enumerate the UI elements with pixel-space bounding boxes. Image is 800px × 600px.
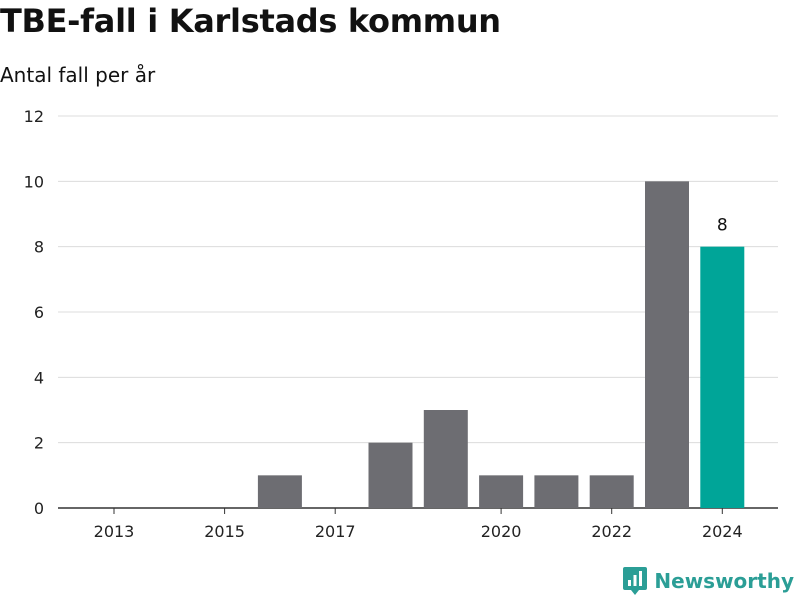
y-tick-label-12: 12 bbox=[24, 107, 44, 126]
newsworthy-brand: Newsworthy bbox=[622, 566, 794, 596]
y-tick-label-2: 2 bbox=[34, 434, 44, 453]
x-tick-label-2022: 2022 bbox=[591, 522, 632, 541]
x-tick-label-2013: 2013 bbox=[94, 522, 135, 541]
bar-2016 bbox=[257, 475, 302, 508]
x-tick-label-2020: 2020 bbox=[481, 522, 522, 541]
bar-2019 bbox=[423, 410, 468, 508]
bar-2020 bbox=[479, 475, 524, 508]
chart-title: TBE-fall i Karlstads kommun bbox=[0, 2, 501, 40]
bar-2021 bbox=[534, 475, 579, 508]
x-tick-label-2015: 2015 bbox=[204, 522, 245, 541]
y-tick-label-6: 6 bbox=[34, 303, 44, 322]
data-label-2024: 8 bbox=[717, 216, 728, 236]
bar-2022 bbox=[589, 475, 634, 508]
bars bbox=[257, 181, 745, 509]
y-tick-label-0: 0 bbox=[34, 499, 44, 518]
y-tick-label-4: 4 bbox=[34, 368, 44, 387]
brand-name: Newsworthy bbox=[654, 569, 794, 593]
y-tick-label-10: 10 bbox=[24, 172, 44, 191]
tick-labels: 0 2 4 6 8 10 12 2013 2015 2017 2020 2022 2024 8 bbox=[24, 107, 743, 541]
x-tick-label-2017: 2017 bbox=[315, 522, 356, 541]
y-tick-label-8: 8 bbox=[34, 238, 44, 257]
newsworthy-logo-icon bbox=[623, 567, 648, 595]
bar-2023 bbox=[645, 181, 689, 509]
bar-2024 bbox=[700, 246, 745, 508]
chart-subtitle: Antal fall per år bbox=[0, 63, 156, 87]
bar-2018 bbox=[368, 442, 413, 508]
x-tick-label-2024: 2024 bbox=[702, 522, 743, 541]
